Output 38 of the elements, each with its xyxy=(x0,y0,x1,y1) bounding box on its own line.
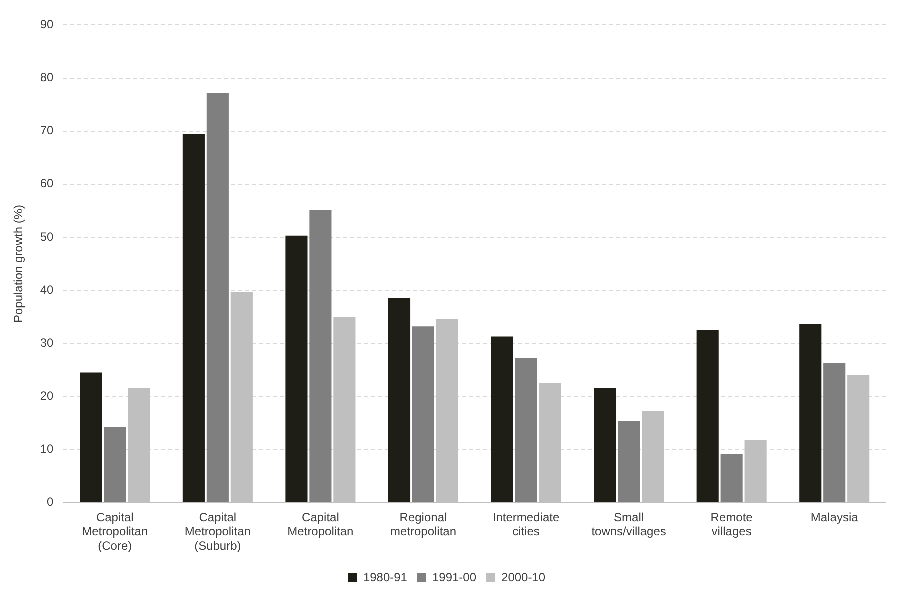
y-tick-label: 80 xyxy=(40,70,54,85)
bar xyxy=(800,324,822,502)
bar xyxy=(388,298,411,502)
y-tick-label: 30 xyxy=(40,336,54,350)
x-tick-label: Capital Metropolitan xyxy=(288,510,354,539)
legend-label: 2000-10 xyxy=(502,570,546,584)
bar xyxy=(286,236,308,502)
y-tick-label: 0 xyxy=(47,495,54,510)
bar xyxy=(720,454,743,502)
bar xyxy=(515,358,538,502)
y-tick-label: 50 xyxy=(40,230,54,244)
x-tick-label: Remote villages xyxy=(710,510,754,539)
bar xyxy=(80,372,102,502)
bar xyxy=(104,427,126,502)
legend-label: 1991-00 xyxy=(432,570,477,584)
bar xyxy=(310,210,332,502)
bar xyxy=(594,388,616,502)
y-axis-title: Population growth (%) xyxy=(12,204,26,324)
y-tick-label: 10 xyxy=(40,442,54,456)
y-tick-label: 40 xyxy=(40,282,54,297)
bar xyxy=(824,363,846,502)
bar xyxy=(491,336,514,502)
bar xyxy=(206,93,229,502)
bar xyxy=(618,421,640,502)
bar xyxy=(696,330,719,502)
x-tick-label: Capital Metropolitan (Suburb) xyxy=(184,510,251,554)
y-tick-label: 20 xyxy=(40,388,54,403)
x-tick-label: Intermediate cities xyxy=(492,510,560,539)
legend-label: 1980-91 xyxy=(363,570,408,584)
x-tick-label: Regional metropolitan xyxy=(390,510,457,539)
y-tick-label: 60 xyxy=(40,176,54,191)
bar xyxy=(412,326,435,502)
y-tick-label: 90 xyxy=(40,18,54,32)
x-tick-label: Small towns/villages xyxy=(592,510,666,539)
bar xyxy=(182,134,205,502)
y-tick-label: 70 xyxy=(40,124,54,138)
x-tick-label: Malaysia xyxy=(810,510,859,524)
x-tick-label: Capital Metropolitan (Core) xyxy=(82,510,148,554)
